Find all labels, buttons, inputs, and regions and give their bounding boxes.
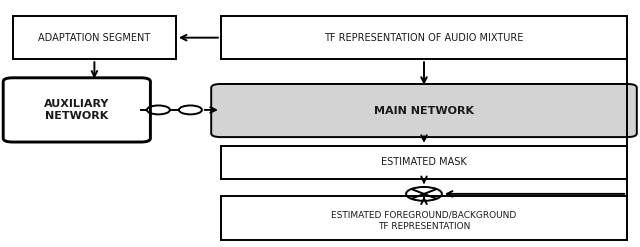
- Text: TF REPRESENTATION: TF REPRESENTATION: [378, 222, 470, 231]
- Text: ADAPTATION SEGMENT: ADAPTATION SEGMENT: [38, 33, 150, 43]
- FancyBboxPatch shape: [211, 84, 637, 137]
- FancyBboxPatch shape: [3, 78, 150, 142]
- Text: ESTIMATED MASK: ESTIMATED MASK: [381, 157, 467, 167]
- Text: TF REPRESENTATION OF AUDIO MIXTURE: TF REPRESENTATION OF AUDIO MIXTURE: [324, 33, 524, 43]
- Bar: [221, 146, 627, 179]
- Bar: [221, 196, 627, 240]
- Text: MAIN NETWORK: MAIN NETWORK: [374, 105, 474, 116]
- Bar: [13, 16, 176, 59]
- Text: AUXILIARY
NETWORK: AUXILIARY NETWORK: [44, 99, 109, 121]
- Bar: [221, 16, 627, 59]
- Text: ESTIMATED FOREGROUND/BACKGROUND: ESTIMATED FOREGROUND/BACKGROUND: [332, 210, 516, 219]
